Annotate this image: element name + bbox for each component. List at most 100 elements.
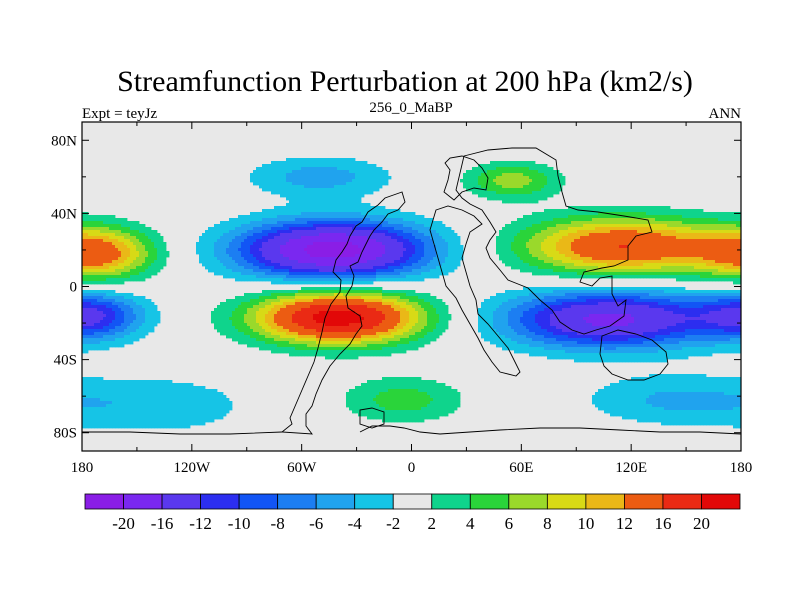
contour-cell: [286, 269, 290, 273]
contour-cell: [277, 161, 281, 165]
contour-cell: [271, 167, 275, 171]
contour-cell: [172, 413, 176, 417]
contour-cell: [109, 224, 113, 228]
contour-cell: [265, 221, 269, 225]
contour-cell: [271, 314, 275, 318]
contour-cell: [286, 332, 290, 336]
contour-cell: [250, 314, 254, 318]
contour-cell: [316, 248, 320, 252]
contour-cell: [235, 320, 239, 324]
contour-cell: [241, 227, 245, 231]
contour-cell: [235, 278, 239, 282]
contour-cell: [298, 227, 302, 231]
contour-cell: [106, 260, 110, 264]
contour-cell: [112, 419, 116, 423]
contour-cell: [103, 242, 107, 246]
contour-cell: [328, 224, 332, 228]
contour-cell: [343, 197, 347, 201]
contour-cell: [379, 257, 383, 261]
contour-cell: [136, 269, 140, 273]
contour-cell: [358, 311, 362, 315]
contour-cell: [136, 254, 140, 258]
contour-cell: [214, 308, 218, 312]
contour-cell: [316, 167, 320, 171]
contour-cell: [205, 419, 209, 423]
contour-cell: [124, 425, 128, 429]
contour-cell: [235, 329, 239, 333]
contour-cell: [277, 254, 281, 258]
contour-cell: [289, 254, 293, 258]
contour-cell: [316, 317, 320, 321]
contour-cell: [88, 341, 92, 345]
contour-cell: [331, 194, 335, 198]
contour-cell: [367, 230, 371, 234]
contour-cell: [235, 257, 239, 261]
contour-cell: [319, 293, 323, 297]
contour-cell: [349, 320, 353, 324]
contour-cell: [334, 230, 338, 234]
contour-cell: [139, 422, 143, 426]
contour-cell: [322, 203, 326, 207]
contour-cell: [256, 326, 260, 330]
contour-cell: [277, 266, 281, 270]
contour-cell: [307, 170, 311, 174]
contour-cell: [214, 395, 218, 399]
contour-cell: [106, 341, 110, 345]
contour-cell: [265, 188, 269, 192]
contour-cell: [100, 275, 104, 279]
contour-cell: [322, 242, 326, 246]
contour-cell: [109, 251, 113, 255]
contour-cell: [85, 308, 89, 312]
contour-cell: [250, 296, 254, 300]
contour-cell: [274, 161, 278, 165]
contour-cell: [298, 158, 302, 162]
contour-cell: [337, 236, 341, 240]
contour-cell: [103, 308, 107, 312]
contour-cell: [265, 347, 269, 351]
contour-cell: [337, 203, 341, 207]
contour-cell: [154, 251, 158, 255]
contour-cell: [181, 413, 185, 417]
contour-cell: [295, 194, 299, 198]
contour-cell: [154, 305, 158, 309]
contour-cell: [331, 197, 335, 201]
contour-cell: [103, 341, 107, 345]
contour-cell: [190, 419, 194, 423]
contour-cell: [322, 314, 326, 318]
contour-cell: [142, 401, 146, 405]
contour-cell: [271, 299, 275, 303]
contour-cell: [262, 221, 266, 225]
contour-cell: [301, 173, 305, 177]
contour-cell: [85, 395, 89, 399]
contour-cell: [343, 167, 347, 171]
contour-cell: [85, 326, 89, 330]
contour-cell: [202, 404, 206, 408]
contour-cell: [229, 272, 233, 276]
contour-cell: [334, 353, 338, 357]
contour-cell: [160, 248, 164, 252]
contour-cell: [97, 236, 101, 240]
contour-cell: [127, 302, 131, 306]
contour-cell: [349, 254, 353, 258]
contour-cell: [361, 344, 365, 348]
contour-cell: [358, 317, 362, 321]
contour-cell: [235, 338, 239, 342]
contour-cell: [379, 350, 383, 354]
contour-cell: [178, 413, 182, 417]
contour-cell: [295, 332, 299, 336]
contour-cell: [337, 341, 341, 345]
contour-cell: [139, 404, 143, 408]
contour-cell: [82, 410, 86, 414]
contour-cell: [319, 323, 323, 327]
contour-cell: [145, 392, 149, 396]
contour-cell: [124, 257, 128, 261]
contour-cell: [301, 353, 305, 357]
contour-cell: [274, 347, 278, 351]
contour-cell: [217, 251, 221, 255]
contour-cell: [127, 416, 131, 420]
contour-cell: [121, 386, 125, 390]
contour-cell: [340, 281, 344, 285]
contour-cell: [319, 287, 323, 291]
contour-cell: [367, 224, 371, 228]
contour-cell: [181, 419, 185, 423]
